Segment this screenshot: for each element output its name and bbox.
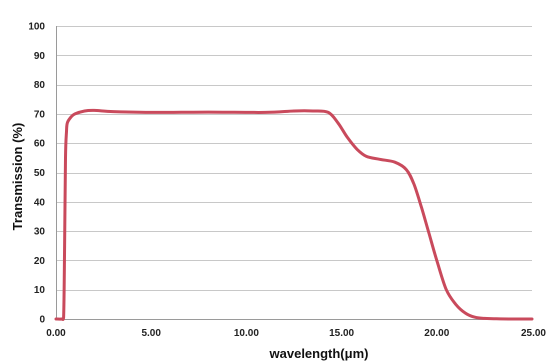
y-tick-labels: 0 10 20 30 40 50 60 70 80 90 100	[28, 22, 45, 326]
y-tick-label: 50	[34, 168, 46, 179]
y-tick-label: 40	[34, 197, 46, 208]
y-tick-label: 90	[34, 51, 46, 62]
y-tick-label: 30	[34, 227, 46, 238]
x-tick-label: 0.00	[46, 328, 66, 339]
transmission-series-line	[54, 108, 534, 321]
x-tick-labels: 0.00 5.00 10.00 15.00 20.00 25.00	[46, 328, 546, 339]
y-tick-label: 10	[34, 285, 46, 296]
x-tick-label: 20.00	[424, 328, 449, 339]
x-tick-label: 10.00	[234, 328, 259, 339]
y-axis-title: Transmission (%)	[10, 123, 25, 231]
y-tick-label: 0	[39, 315, 45, 326]
x-tick-label: 5.00	[141, 328, 161, 339]
x-axis-title: wavelength(μm)	[269, 346, 369, 361]
series-layer	[54, 108, 534, 321]
y-tick-label: 70	[34, 109, 46, 120]
x-tick-label: 25.00	[521, 328, 546, 339]
y-tick-label: 100	[28, 22, 45, 33]
y-tick-label: 80	[34, 80, 46, 91]
y-tick-label: 20	[34, 256, 46, 267]
x-tick-label: 15.00	[329, 328, 354, 339]
y-tick-label: 60	[34, 139, 46, 150]
grid-layer	[56, 26, 532, 291]
